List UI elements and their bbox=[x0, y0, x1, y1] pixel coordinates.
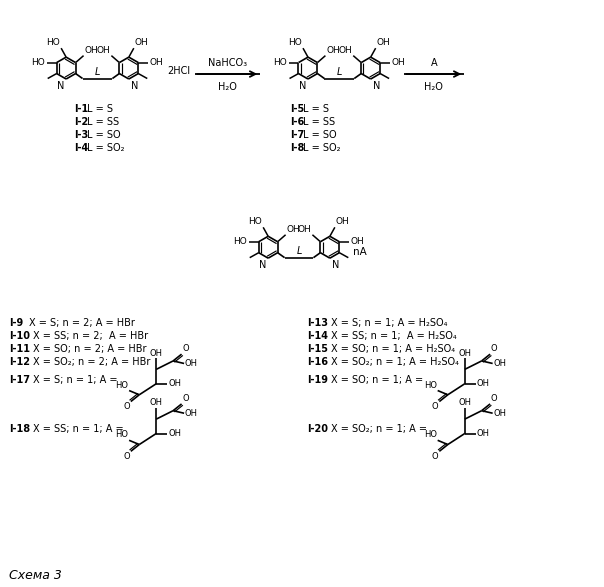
Text: X = SS; n = 2;  A = HBr: X = SS; n = 2; A = HBr bbox=[33, 331, 149, 341]
Text: I-6: I-6 bbox=[290, 117, 304, 127]
Text: N: N bbox=[259, 259, 266, 269]
Text: HO: HO bbox=[424, 381, 437, 390]
Text: nA: nA bbox=[353, 247, 367, 257]
Text: OH: OH bbox=[185, 359, 198, 368]
Text: O: O bbox=[123, 402, 130, 411]
Text: X = S; n = 1; A =: X = S; n = 1; A = bbox=[33, 375, 118, 384]
Text: N: N bbox=[57, 80, 64, 90]
Text: X = SO₂; n = 1; A =: X = SO₂; n = 1; A = bbox=[331, 424, 427, 434]
Text: I-4: I-4 bbox=[74, 143, 88, 153]
Text: HO: HO bbox=[288, 38, 302, 47]
Text: OH: OH bbox=[149, 58, 163, 67]
Text: Схема 3: Схема 3 bbox=[10, 569, 62, 582]
Text: X = SO₂; n = 2; A = HBr: X = SO₂; n = 2; A = HBr bbox=[33, 357, 150, 367]
Text: L: L bbox=[336, 67, 342, 77]
Text: OH: OH bbox=[85, 46, 98, 55]
Text: I-2: I-2 bbox=[74, 117, 88, 127]
Text: OH: OH bbox=[477, 379, 490, 388]
Text: OH: OH bbox=[185, 409, 198, 418]
Text: X = S; n = 2; A = HBr: X = S; n = 2; A = HBr bbox=[30, 318, 135, 328]
Text: H₂O: H₂O bbox=[425, 82, 443, 92]
Text: N: N bbox=[332, 259, 339, 269]
Text: N: N bbox=[373, 80, 380, 90]
Text: HO: HO bbox=[233, 237, 247, 246]
Text: L = S: L = S bbox=[87, 104, 113, 114]
Text: OH: OH bbox=[150, 399, 162, 407]
Text: OH: OH bbox=[287, 225, 300, 234]
Text: X = SS; n = 1;  A = H₂SO₄: X = SS; n = 1; A = H₂SO₄ bbox=[331, 331, 457, 341]
Text: I-7: I-7 bbox=[290, 130, 304, 140]
Text: X = SS; n = 1; A =: X = SS; n = 1; A = bbox=[33, 424, 124, 434]
Text: A: A bbox=[431, 58, 437, 68]
Text: OH: OH bbox=[338, 46, 352, 55]
Text: X = S; n = 1; A = H₂SO₄: X = S; n = 1; A = H₂SO₄ bbox=[331, 318, 448, 328]
Text: I-20: I-20 bbox=[307, 424, 328, 434]
Text: X = SO; n = 1; A =: X = SO; n = 1; A = bbox=[331, 375, 423, 384]
Text: HO: HO bbox=[31, 58, 45, 67]
Text: OH: OH bbox=[326, 46, 340, 55]
Text: L = SO: L = SO bbox=[87, 130, 121, 140]
Text: O: O bbox=[182, 394, 189, 403]
Text: 2HCl: 2HCl bbox=[168, 66, 191, 76]
Text: OH: OH bbox=[458, 349, 471, 357]
Text: N: N bbox=[131, 80, 138, 90]
Text: L: L bbox=[297, 246, 302, 256]
Text: X = SO₂; n = 1; A = H₂SO₄: X = SO₂; n = 1; A = H₂SO₄ bbox=[331, 357, 459, 367]
Text: O: O bbox=[491, 394, 498, 403]
Text: OH: OH bbox=[477, 429, 490, 438]
Text: I-19: I-19 bbox=[307, 375, 328, 384]
Text: I-3: I-3 bbox=[74, 130, 88, 140]
Text: I-18: I-18 bbox=[10, 424, 31, 434]
Text: HO: HO bbox=[115, 430, 128, 440]
Text: O: O bbox=[432, 402, 439, 411]
Text: OH: OH bbox=[168, 379, 181, 388]
Text: O: O bbox=[123, 452, 130, 461]
Text: I-14: I-14 bbox=[307, 331, 328, 341]
Text: H₂O: H₂O bbox=[218, 82, 237, 92]
Text: N: N bbox=[298, 80, 306, 90]
Text: HO: HO bbox=[273, 58, 286, 67]
Text: I-16: I-16 bbox=[307, 357, 328, 367]
Text: OH: OH bbox=[493, 359, 507, 368]
Text: I-15: I-15 bbox=[307, 344, 328, 354]
Text: L = SO₂: L = SO₂ bbox=[87, 143, 124, 153]
Text: L = SO: L = SO bbox=[303, 130, 336, 140]
Text: O: O bbox=[182, 345, 189, 353]
Text: I-10: I-10 bbox=[10, 331, 30, 341]
Text: I-13: I-13 bbox=[307, 318, 328, 328]
Text: X = SO; n = 1; A = H₂SO₄: X = SO; n = 1; A = H₂SO₄ bbox=[331, 344, 455, 354]
Text: I-12: I-12 bbox=[10, 357, 30, 367]
Text: OH: OH bbox=[150, 349, 162, 357]
Text: OH: OH bbox=[135, 38, 149, 47]
Text: L = SS: L = SS bbox=[303, 117, 335, 127]
Text: O: O bbox=[491, 345, 498, 353]
Text: OH: OH bbox=[350, 237, 364, 246]
Text: I-11: I-11 bbox=[10, 344, 30, 354]
Text: I-8: I-8 bbox=[290, 143, 304, 153]
Text: I-9: I-9 bbox=[10, 318, 24, 328]
Text: NaHCO₃: NaHCO₃ bbox=[208, 58, 247, 68]
Text: O: O bbox=[432, 452, 439, 461]
Text: I-17: I-17 bbox=[10, 375, 30, 384]
Text: OH: OH bbox=[391, 58, 405, 67]
Text: I-5: I-5 bbox=[290, 104, 304, 114]
Text: HO: HO bbox=[424, 430, 437, 440]
Text: HO: HO bbox=[47, 38, 60, 47]
Text: L = SO₂: L = SO₂ bbox=[303, 143, 341, 153]
Text: OH: OH bbox=[168, 429, 181, 438]
Text: I-1: I-1 bbox=[74, 104, 88, 114]
Text: HO: HO bbox=[115, 381, 128, 390]
Text: L = SS: L = SS bbox=[87, 117, 119, 127]
Text: OH: OH bbox=[493, 409, 507, 418]
Text: HO: HO bbox=[248, 217, 262, 227]
Text: OH: OH bbox=[458, 399, 471, 407]
Text: L: L bbox=[95, 67, 100, 77]
Text: OH: OH bbox=[377, 38, 390, 47]
Text: L = S: L = S bbox=[303, 104, 329, 114]
Text: X = SO; n = 2; A = HBr: X = SO; n = 2; A = HBr bbox=[33, 344, 147, 354]
Text: OH: OH bbox=[336, 217, 350, 227]
Text: OH: OH bbox=[298, 225, 312, 234]
Text: OH: OH bbox=[97, 46, 111, 55]
